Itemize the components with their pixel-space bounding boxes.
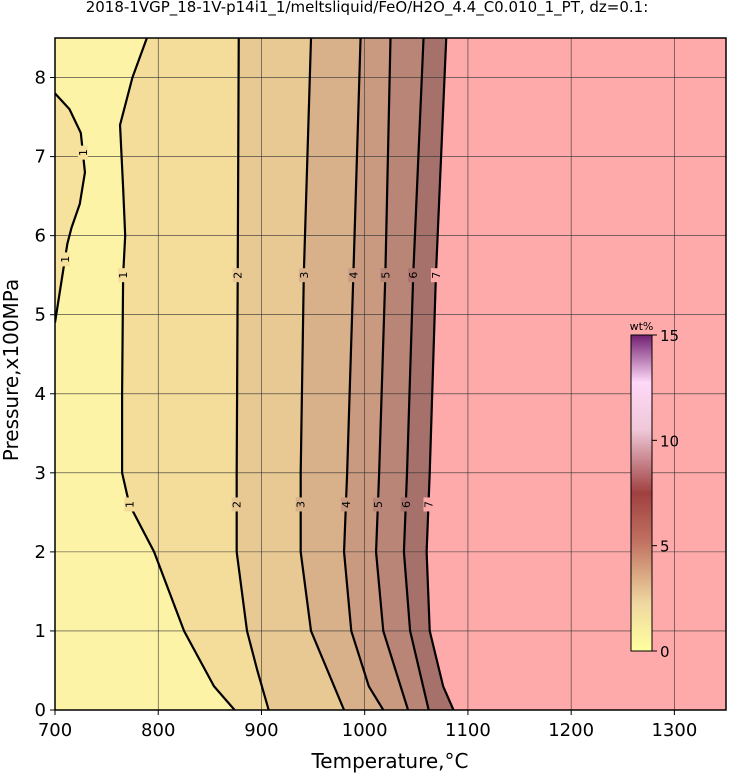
plot-frame [54, 37, 727, 711]
y-axis-title: Pressure,x100MPa [0, 279, 23, 461]
contour-label-bg [232, 268, 243, 283]
x-tick-label: 900 [244, 720, 278, 741]
contour-label: 1 [77, 149, 90, 156]
colorbar-tick-label: 10 [660, 432, 679, 450]
x-tick-label: 1100 [445, 720, 491, 741]
contour-label-bg [348, 268, 359, 283]
contour-label-bg [372, 497, 383, 512]
contour-label: 5 [372, 501, 385, 508]
contour-label: 1 [117, 272, 130, 279]
contour-line [374, 38, 410, 710]
contour-label: 5 [379, 272, 392, 279]
y-tick-label: 1 [35, 621, 46, 642]
contour-label-bg [118, 268, 129, 283]
contour-line [299, 38, 346, 710]
contour-label: 2 [231, 501, 244, 508]
y-tick-label: 3 [35, 463, 46, 484]
plot-area: 1 1 1 1 2 2 3 3 4 4 5 5 6 6 7 7 [55, 38, 726, 710]
contour-label: 6 [407, 272, 420, 279]
contour-label-bg [298, 268, 309, 283]
y-tick-label: 5 [35, 305, 46, 326]
contour-label-bg [430, 268, 441, 283]
contour-label: 4 [347, 272, 360, 279]
y-tick-label: 4 [35, 384, 46, 405]
colorbar-label: wt% [630, 320, 654, 333]
contour-label: 2 [232, 272, 245, 279]
contour-label: 4 [340, 501, 353, 508]
contour-fill [426, 38, 726, 710]
contour-line [402, 38, 430, 710]
chart-title: 2018-1VGP_18-1V-p14i1_1/meltsliquid/FeO/… [86, 0, 649, 17]
contour-label-bg [124, 497, 135, 512]
contour-label: 7 [422, 501, 435, 508]
contour-label: 1 [59, 256, 72, 263]
contour-label-bg [340, 497, 351, 512]
y-tick-label: 6 [35, 226, 46, 247]
contour-label: 6 [400, 501, 413, 508]
contour-label-bg [380, 268, 391, 283]
x-tick-label: 1000 [342, 720, 388, 741]
y-tick-label: 2 [35, 542, 46, 563]
contour-line [55, 92, 87, 323]
contour-label: 1 [123, 501, 136, 508]
contour-label-bg [408, 268, 419, 283]
colorbar-tick-label: 15 [660, 327, 679, 345]
y-tick-label: 8 [35, 68, 46, 89]
x-axis-title: Temperature,°C [310, 749, 468, 773]
colorbar-tick-label: 0 [660, 643, 670, 661]
x-tick-label: 1300 [651, 720, 697, 741]
contour-label: 3 [298, 272, 311, 279]
colorbar [630, 334, 653, 652]
x-tick-label: 800 [141, 720, 175, 741]
contour-label-bg [59, 252, 70, 267]
contour-label-bg [231, 497, 242, 512]
x-tick-label: 700 [38, 720, 72, 741]
y-tick-label: 7 [35, 147, 46, 168]
contour-label-bg [295, 497, 306, 512]
y-tick-label: 0 [35, 700, 46, 721]
x-tick-label: 1200 [548, 720, 594, 741]
contour-label: 7 [430, 272, 443, 279]
contour-label: 3 [295, 501, 308, 508]
overlay: 700 800 900 1000 1100 1200 1300012345678wt%051… [35, 37, 727, 741]
colorbar-tick-label: 5 [660, 538, 670, 556]
contour-label-bg [77, 145, 88, 160]
contour-label-bg [400, 497, 411, 512]
contour-line [118, 38, 236, 710]
contour-label-bg [423, 497, 434, 512]
